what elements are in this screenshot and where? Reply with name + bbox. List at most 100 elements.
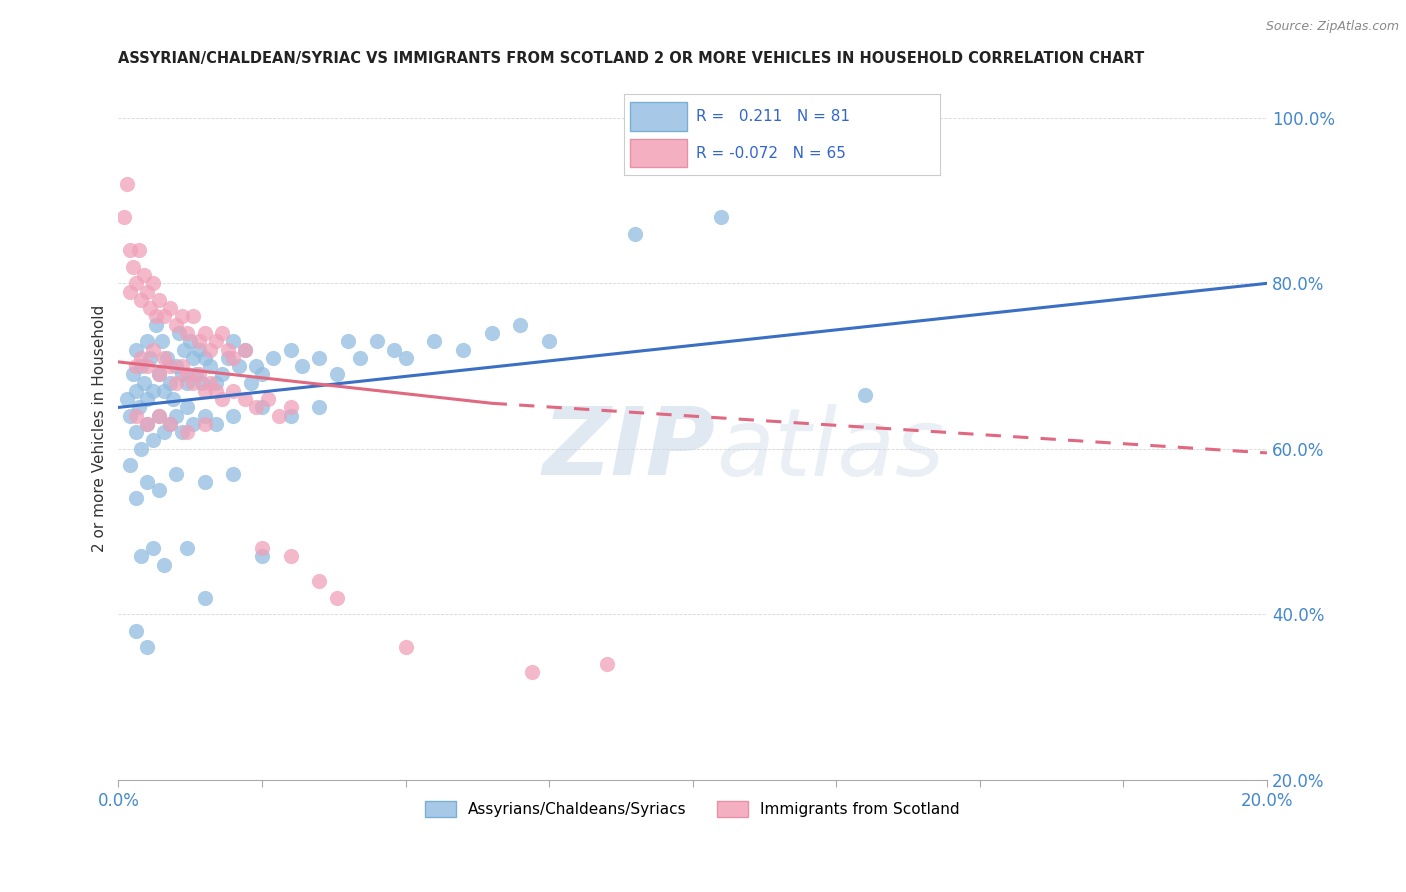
Point xyxy=(167,326,190,340)
Point xyxy=(222,409,245,423)
Point xyxy=(194,351,217,365)
Point xyxy=(118,458,141,473)
Point xyxy=(205,376,228,390)
Point xyxy=(337,334,360,349)
Point xyxy=(256,392,278,406)
Point xyxy=(176,425,198,440)
Point xyxy=(451,343,474,357)
Point xyxy=(148,368,170,382)
Point xyxy=(263,351,285,365)
Point xyxy=(131,359,153,373)
Point xyxy=(853,388,876,402)
Point xyxy=(194,326,217,340)
Point xyxy=(176,401,198,415)
Point xyxy=(124,277,146,291)
Point xyxy=(153,425,176,440)
Point xyxy=(325,591,347,605)
Point xyxy=(128,401,150,415)
Point xyxy=(148,293,170,307)
Point xyxy=(187,334,209,349)
Point xyxy=(124,624,146,638)
Point xyxy=(165,318,187,332)
Legend: Assyrians/Chaldeans/Syriacs, Immigrants from Scotland: Assyrians/Chaldeans/Syriacs, Immigrants … xyxy=(418,793,967,825)
Point xyxy=(181,310,204,324)
Text: Source: ZipAtlas.com: Source: ZipAtlas.com xyxy=(1265,20,1399,33)
Point xyxy=(217,343,239,357)
Point xyxy=(222,334,245,349)
Point xyxy=(211,392,233,406)
Point xyxy=(136,417,159,431)
Text: 20.0%: 20.0% xyxy=(1240,792,1294,810)
Point xyxy=(710,210,733,224)
Point xyxy=(136,417,159,431)
Point xyxy=(245,359,267,373)
Point xyxy=(217,351,239,365)
Text: ZIP: ZIP xyxy=(543,403,716,495)
Point xyxy=(118,409,141,423)
Point xyxy=(200,359,222,373)
Point xyxy=(250,549,273,564)
Point xyxy=(150,334,173,349)
Point xyxy=(136,359,159,373)
Point xyxy=(136,334,159,349)
Point xyxy=(179,334,201,349)
Point xyxy=(142,541,165,555)
Point xyxy=(112,210,135,224)
Point xyxy=(124,409,146,423)
Text: ASSYRIAN/CHALDEAN/SYRIAC VS IMMIGRANTS FROM SCOTLAND 2 OR MORE VEHICLES IN HOUSE: ASSYRIAN/CHALDEAN/SYRIAC VS IMMIGRANTS F… xyxy=(118,51,1144,66)
Point xyxy=(121,368,143,382)
Point xyxy=(170,310,193,324)
Point xyxy=(394,351,416,365)
Point xyxy=(200,376,222,390)
Point xyxy=(280,409,302,423)
Point xyxy=(205,334,228,349)
Point xyxy=(170,425,193,440)
Point xyxy=(250,368,273,382)
Point xyxy=(136,392,159,406)
Point xyxy=(115,392,138,406)
Point xyxy=(291,359,314,373)
Point xyxy=(159,359,181,373)
Point xyxy=(128,244,150,258)
Point xyxy=(136,475,159,489)
Point xyxy=(222,351,245,365)
Point xyxy=(136,640,159,655)
Point xyxy=(200,343,222,357)
Point xyxy=(509,318,531,332)
Point xyxy=(184,368,207,382)
Point xyxy=(118,244,141,258)
Point xyxy=(159,376,181,390)
Point xyxy=(176,376,198,390)
Point xyxy=(148,409,170,423)
Point xyxy=(181,417,204,431)
Point xyxy=(153,351,176,365)
Point xyxy=(520,665,543,679)
Point xyxy=(159,417,181,431)
Text: 0.0%: 0.0% xyxy=(97,792,139,810)
Y-axis label: 2 or more Vehicles in Household: 2 or more Vehicles in Household xyxy=(93,304,107,552)
Point xyxy=(139,351,162,365)
Point xyxy=(245,401,267,415)
Point xyxy=(394,640,416,655)
Point xyxy=(139,301,162,315)
Point xyxy=(181,376,204,390)
Point xyxy=(131,549,153,564)
Point xyxy=(142,434,165,448)
Point xyxy=(181,351,204,365)
Point xyxy=(159,417,181,431)
Point xyxy=(145,310,167,324)
Point xyxy=(280,343,302,357)
Point xyxy=(325,368,347,382)
Point xyxy=(153,384,176,398)
Point xyxy=(136,285,159,299)
Point xyxy=(131,293,153,307)
Point xyxy=(187,368,209,382)
Point xyxy=(423,334,446,349)
Point xyxy=(176,541,198,555)
Point xyxy=(269,409,291,423)
Point xyxy=(115,177,138,191)
Point xyxy=(162,392,184,406)
Text: atlas: atlas xyxy=(716,404,943,495)
Point xyxy=(148,483,170,497)
Point xyxy=(142,277,165,291)
